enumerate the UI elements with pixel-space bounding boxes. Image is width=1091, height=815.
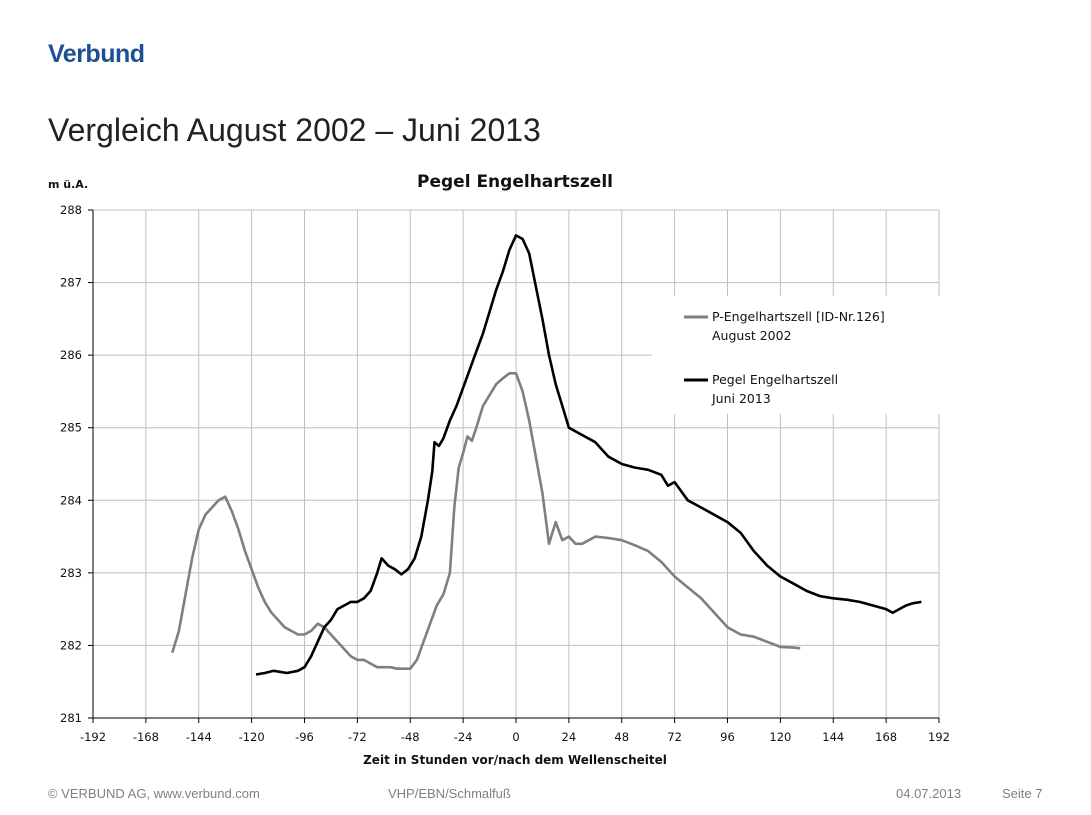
y-tick-label: 286 xyxy=(60,348,82,362)
x-tick-label: -192 xyxy=(80,730,106,744)
x-tick-label: -144 xyxy=(186,730,212,744)
series-line-august-2002 xyxy=(171,372,801,670)
y-tick-label: 283 xyxy=(60,566,82,580)
legend-label-2013: Pegel Engelhartszell xyxy=(712,372,838,387)
legend: P-Engelhartszell [ID-Nr.126] August 2002… xyxy=(684,309,885,406)
x-tick-label: -24 xyxy=(454,730,473,744)
x-tick-label: 96 xyxy=(720,730,735,744)
y-tick-label: 287 xyxy=(60,276,82,290)
x-tick-label: 72 xyxy=(667,730,682,744)
chart-axes: 281 282 283 284 285 286 287 288 -192 -168 -144 -120… xyxy=(60,203,950,744)
legend-sublabel-2002: August 2002 xyxy=(712,328,792,343)
y-tick-label: 288 xyxy=(60,203,82,217)
footer-date: 04.07.2013 xyxy=(896,786,962,801)
verbund-logo: Verbund xyxy=(48,40,145,68)
y-tick-label: 281 xyxy=(60,711,82,725)
x-tick-label: -72 xyxy=(348,730,367,744)
x-tick-label: 168 xyxy=(875,730,897,744)
footer-copyright: © VERBUND AG, www.verbund.com xyxy=(48,786,260,801)
x-tick-label: 48 xyxy=(614,730,629,744)
x-tick-label: -120 xyxy=(239,730,265,744)
series-layer xyxy=(171,234,922,676)
footer-author: VHP/EBN/Schmalfuß xyxy=(388,786,511,801)
footer-page: Seite 7 xyxy=(1002,786,1043,801)
y-axis-unit-label: m ü.A. xyxy=(48,178,88,191)
y-tick-label: 284 xyxy=(60,493,82,507)
legend-label-2002: P-Engelhartszell [ID-Nr.126] xyxy=(712,309,885,324)
y-tick-label: 282 xyxy=(60,638,82,652)
x-tick-label: 0 xyxy=(512,730,519,744)
slide-title: Vergleich August 2002 – Juni 2013 xyxy=(48,112,541,148)
x-tick-label: 120 xyxy=(769,730,791,744)
x-tick-label: -96 xyxy=(295,730,314,744)
chart: 281 282 283 284 285 286 287 288 -192 -168 -144 -120… xyxy=(48,172,950,767)
x-tick-label: 192 xyxy=(928,730,950,744)
x-tick-label: 24 xyxy=(562,730,577,744)
y-tick-label: 285 xyxy=(60,421,82,435)
x-tick-label: 144 xyxy=(822,730,844,744)
x-tick-label: -168 xyxy=(133,730,159,744)
series-line-june-2013 xyxy=(255,234,922,676)
chart-grid xyxy=(92,209,940,719)
legend-sublabel-2013: Juni 2013 xyxy=(711,391,771,406)
x-tick-label: -48 xyxy=(401,730,420,744)
chart-title: Pegel Engelhartszell xyxy=(417,172,613,192)
x-axis-label: Zeit in Stunden vor/nach dem Wellenschei… xyxy=(363,753,667,767)
